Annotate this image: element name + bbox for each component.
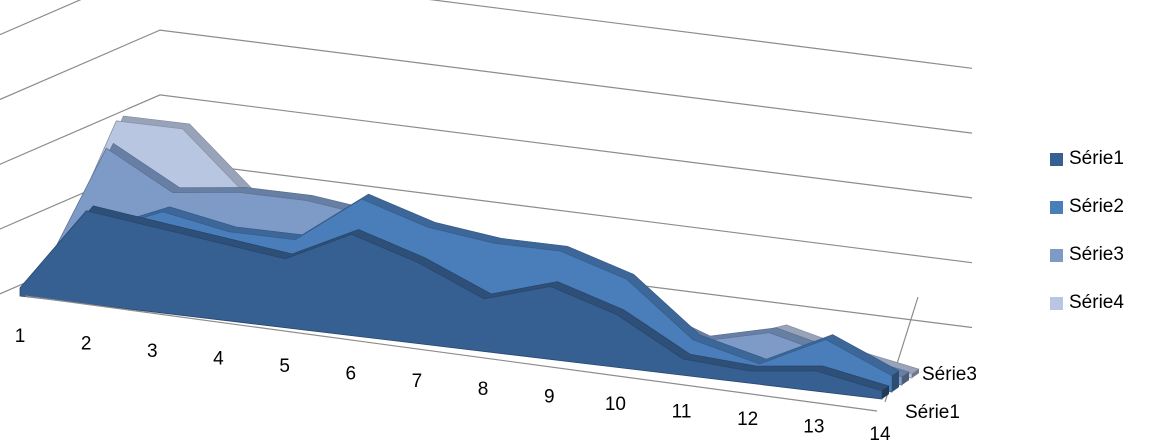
x-tick-label: 12 bbox=[737, 409, 758, 430]
x-axis-line bbox=[24, 295, 878, 412]
legend-swatch bbox=[1050, 200, 1063, 214]
x-tick-label: 6 bbox=[345, 364, 356, 385]
depth-axis-label: Série3 bbox=[922, 364, 977, 385]
x-tick-label: 10 bbox=[605, 394, 626, 415]
series-layer bbox=[19, 115, 920, 400]
x-tick-label: 3 bbox=[147, 341, 158, 362]
series-Série1 bbox=[19, 205, 890, 400]
gridline bbox=[0, 29, 973, 134]
gridline bbox=[0, 94, 973, 199]
legend-label: Série2 bbox=[1069, 196, 1124, 217]
series-endcap bbox=[912, 369, 919, 378]
x-tick-label: 5 bbox=[279, 356, 290, 377]
legend-item: Série1 bbox=[1050, 148, 1124, 170]
x-tick-label: 4 bbox=[213, 349, 224, 370]
x-tick-label: 14 bbox=[869, 424, 891, 445]
series-endcap bbox=[882, 386, 889, 399]
series-endcap bbox=[902, 372, 909, 385]
x-tick-label: 13 bbox=[803, 416, 824, 437]
x-tick-label: 7 bbox=[412, 371, 423, 392]
series-endcap bbox=[892, 370, 899, 392]
x-tick-label: 1 bbox=[15, 326, 26, 347]
depth-axis-label: Série1 bbox=[905, 402, 960, 423]
x-tick-label: 8 bbox=[478, 379, 489, 400]
legend-label: Série4 bbox=[1069, 292, 1124, 313]
gridlines bbox=[0, 0, 973, 403]
legend-item: Série4 bbox=[1050, 292, 1124, 314]
legend-swatch bbox=[1050, 248, 1063, 262]
legend-item: Série2 bbox=[1050, 196, 1124, 218]
x-tick-label: 9 bbox=[544, 386, 555, 407]
x-tick-label: 11 bbox=[672, 401, 692, 422]
legend-label: Série1 bbox=[1069, 148, 1124, 169]
legend-swatch bbox=[1050, 296, 1063, 310]
legend-swatch bbox=[1050, 152, 1063, 166]
legend-item: Série3 bbox=[1050, 244, 1124, 266]
legend-label: Série3 bbox=[1069, 244, 1124, 265]
gridline bbox=[0, 0, 973, 69]
x-tick-label: 2 bbox=[81, 334, 92, 355]
